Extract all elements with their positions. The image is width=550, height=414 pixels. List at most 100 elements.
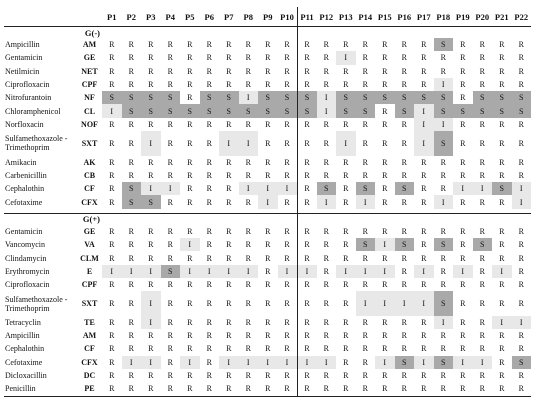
antibiotic-name: Vancomycin (5, 240, 45, 250)
result-cell: R (148, 253, 154, 263)
result-cell: R (109, 66, 115, 76)
antibiotic-abbr: CF (84, 184, 95, 194)
result-cell: I (433, 315, 453, 330)
result-cell: R (219, 382, 239, 397)
result-cell: R (245, 171, 251, 181)
antibiotic-name: Ampicillin (5, 331, 40, 341)
result-cell: R (382, 138, 388, 148)
column-header: P8 (243, 11, 253, 22)
result-cell: R (401, 371, 407, 381)
result-cell: R (284, 80, 290, 90)
result-cell: R (382, 197, 388, 207)
result-cell: R (518, 138, 524, 148)
result-cell: R (343, 157, 349, 167)
result-cell: R (167, 331, 173, 341)
result-cell: I (336, 51, 356, 65)
result-cell: S (219, 91, 239, 105)
result-cell: R (479, 80, 485, 90)
result-cell: I (219, 355, 239, 369)
result-cell: R (226, 171, 232, 181)
result-cell: R (187, 80, 193, 90)
result-cell: R (382, 106, 388, 116)
column-header: P22 (514, 11, 529, 22)
result-cell: R (265, 119, 271, 129)
result-cell: R (440, 344, 446, 354)
antibiotic-abbr: NET (81, 66, 98, 76)
result-cell: R (518, 280, 524, 290)
result-cell: R (518, 171, 524, 181)
result-cell: R (226, 53, 232, 63)
result-cell: R (492, 382, 512, 397)
result-cell: R (206, 197, 212, 207)
result-cell: R (479, 66, 485, 76)
antibiotic-row: Cephalothin CF R S I I R R R I I I R S R S R S R R I I S I (4, 182, 531, 196)
antibiotic-row: Erythromycin E I I I S I I I I R I I R I I I R I R I R I R (4, 264, 531, 278)
result-cell: R (518, 53, 524, 63)
column-header: P2 (126, 11, 136, 22)
result-cell: S (180, 104, 200, 118)
result-cell: R (499, 280, 505, 290)
result-cell: R (421, 40, 427, 50)
result-cell: R (401, 280, 407, 290)
result-cell: R (518, 80, 524, 90)
result-cell: R (421, 226, 427, 236)
result-cell: R (296, 329, 317, 343)
result-cell: I (199, 264, 219, 278)
antibiotic-abbr: AM (82, 331, 97, 341)
antibiotic-row: Dicloxacillin DC R R R R R R R R R R R R R R R R R R R R R R (4, 368, 531, 383)
result-cell: R (499, 157, 505, 167)
result-cell: R (109, 157, 115, 167)
result-cell: R (265, 171, 271, 181)
result-cell: I (394, 291, 414, 316)
result-cell: S (355, 238, 375, 252)
result-cell: S (160, 264, 180, 278)
result-cell: R (284, 66, 290, 76)
result-cell: R (401, 317, 407, 327)
result-cell: R (343, 357, 349, 367)
result-cell: R (421, 331, 427, 341)
result-cell: R (187, 66, 193, 76)
result-cell: I (336, 131, 356, 156)
antibiotic-row: Gentamicin GE R R R R R R R R R R R R I R R R R R R R R R (4, 51, 531, 65)
result-cell: R (296, 64, 317, 78)
group-label: G(-) (84, 27, 100, 38)
result-cell: I (336, 264, 356, 278)
result-cell: R (323, 317, 329, 327)
result-cell: R (499, 138, 505, 148)
antibiotic-name: Cephalothin (5, 184, 45, 194)
result-cell: R (460, 119, 466, 129)
result-cell: S (336, 104, 356, 118)
antibiotic-row: Cefotaxime CFX R S S R R R R R I R R I R I R R R I R R R I (4, 195, 531, 209)
group-gap (4, 208, 531, 214)
result-cell: R (401, 80, 407, 90)
result-cell: I (258, 355, 278, 369)
result-cell: R (401, 138, 407, 148)
result-cell: R (440, 53, 446, 63)
result-cell: R (226, 226, 232, 236)
antibiotic-row: Cephalothin CF R R R R R R R R R R R R R R R R R R R R R R (4, 342, 531, 356)
result-cell: R (284, 138, 290, 148)
result-cell: R (226, 197, 232, 207)
result-cell: R (284, 171, 290, 181)
result-cell: R (226, 331, 232, 341)
result-cell: R (460, 197, 466, 207)
antibiotic-name: Ampicillin (5, 40, 40, 50)
result-cell: R (109, 357, 115, 367)
result-cell: I (219, 131, 239, 156)
antibiotic-name: Erythromycin (5, 266, 50, 276)
result-cell: R (343, 66, 349, 76)
result-cell: S (160, 91, 180, 105)
result-cell: I (258, 195, 278, 209)
result-cell: I (277, 182, 297, 196)
result-cell: S (511, 355, 531, 369)
result-cell: I (453, 355, 473, 369)
result-cell: R (401, 157, 407, 167)
result-cell: R (265, 266, 271, 276)
result-cell: R (511, 382, 531, 397)
result-cell: R (460, 331, 466, 341)
result-cell: S (433, 291, 453, 316)
result-cell: R (499, 66, 505, 76)
result-cell: R (382, 371, 388, 381)
result-cell: R (167, 119, 173, 129)
result-cell: R (401, 66, 407, 76)
